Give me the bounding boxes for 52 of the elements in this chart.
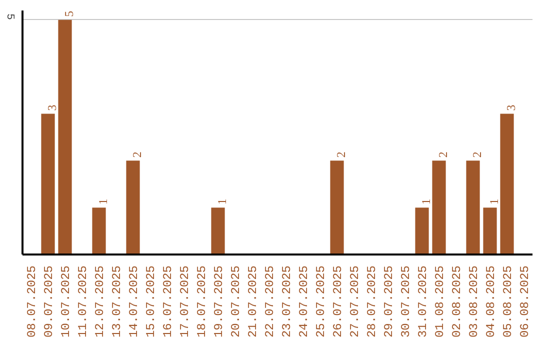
bar — [330, 160, 344, 254]
data-label: 2 — [470, 152, 484, 158]
data-label: 3 — [45, 104, 59, 111]
x-tick-label: 17.07.2025 — [178, 265, 192, 338]
bar — [92, 208, 106, 254]
x-tick-label: 09.07.2025 — [42, 265, 56, 338]
x-tick-label: 28.07.2025 — [365, 265, 379, 338]
bar — [415, 208, 429, 254]
data-label: 1 — [215, 198, 229, 205]
bar — [126, 160, 140, 254]
data-label: 1 — [487, 198, 501, 205]
x-tick-label: 03.08.2025 — [467, 265, 481, 338]
data-label: 1 — [96, 198, 110, 205]
x-tick-label: 30.07.2025 — [399, 265, 413, 338]
data-label: 3 — [504, 104, 518, 111]
x-tick-label: 05.08.2025 — [501, 265, 515, 338]
x-tick-label: 18.07.2025 — [195, 265, 209, 338]
bar — [432, 160, 446, 254]
data-label: 2 — [130, 152, 144, 158]
x-tick-label: 29.07.2025 — [382, 265, 396, 338]
x-tick-label: 20.07.2025 — [229, 265, 243, 338]
x-tick-label: 14.07.2025 — [127, 265, 141, 338]
x-tick-label: 06.08.2025 — [518, 265, 532, 338]
x-tick-label: 02.08.2025 — [450, 265, 464, 338]
x-tick-label: 04.08.2025 — [484, 265, 498, 338]
x-tick-label: 15.07.2025 — [144, 265, 158, 338]
x-tick-label: 27.07.2025 — [348, 265, 362, 338]
x-tick-label: 22.07.2025 — [263, 265, 277, 338]
bar — [500, 114, 514, 254]
x-tick-label: 08.07.2025 — [25, 265, 39, 338]
x-tick-label: 25.07.2025 — [314, 265, 328, 338]
bar — [58, 20, 72, 254]
data-label: 5 — [62, 10, 76, 17]
data-label: 2 — [334, 152, 348, 158]
bar — [41, 114, 55, 254]
x-tick-label: 26.07.2025 — [331, 265, 345, 338]
x-tick-label: 31.07.2025 — [416, 265, 430, 338]
x-tick-label: 21.07.2025 — [246, 265, 260, 338]
x-tick-label: 12.07.2025 — [93, 265, 107, 338]
x-tick-label: 11.07.2025 — [76, 265, 90, 338]
x-tick-label: 13.07.2025 — [110, 265, 124, 338]
bar — [466, 160, 480, 254]
bar — [483, 208, 497, 254]
x-tick-label: 10.07.2025 — [59, 265, 73, 338]
bar — [211, 208, 225, 254]
x-tick-label: 19.07.2025 — [212, 265, 226, 338]
x-tick-label: 01.08.2025 — [433, 265, 447, 338]
data-label: 1 — [419, 198, 433, 205]
x-tick-label: 23.07.2025 — [280, 265, 294, 338]
data-label: 2 — [436, 152, 450, 158]
x-tick-label: 16.07.2025 — [161, 265, 175, 338]
x-tick-label: 24.07.2025 — [297, 265, 311, 338]
